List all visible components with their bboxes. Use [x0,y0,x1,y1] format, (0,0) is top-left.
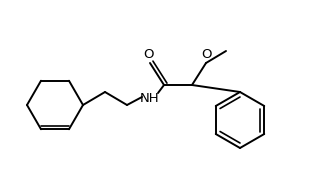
Text: O: O [144,48,154,60]
Text: O: O [202,48,212,60]
Text: NH: NH [140,91,160,105]
